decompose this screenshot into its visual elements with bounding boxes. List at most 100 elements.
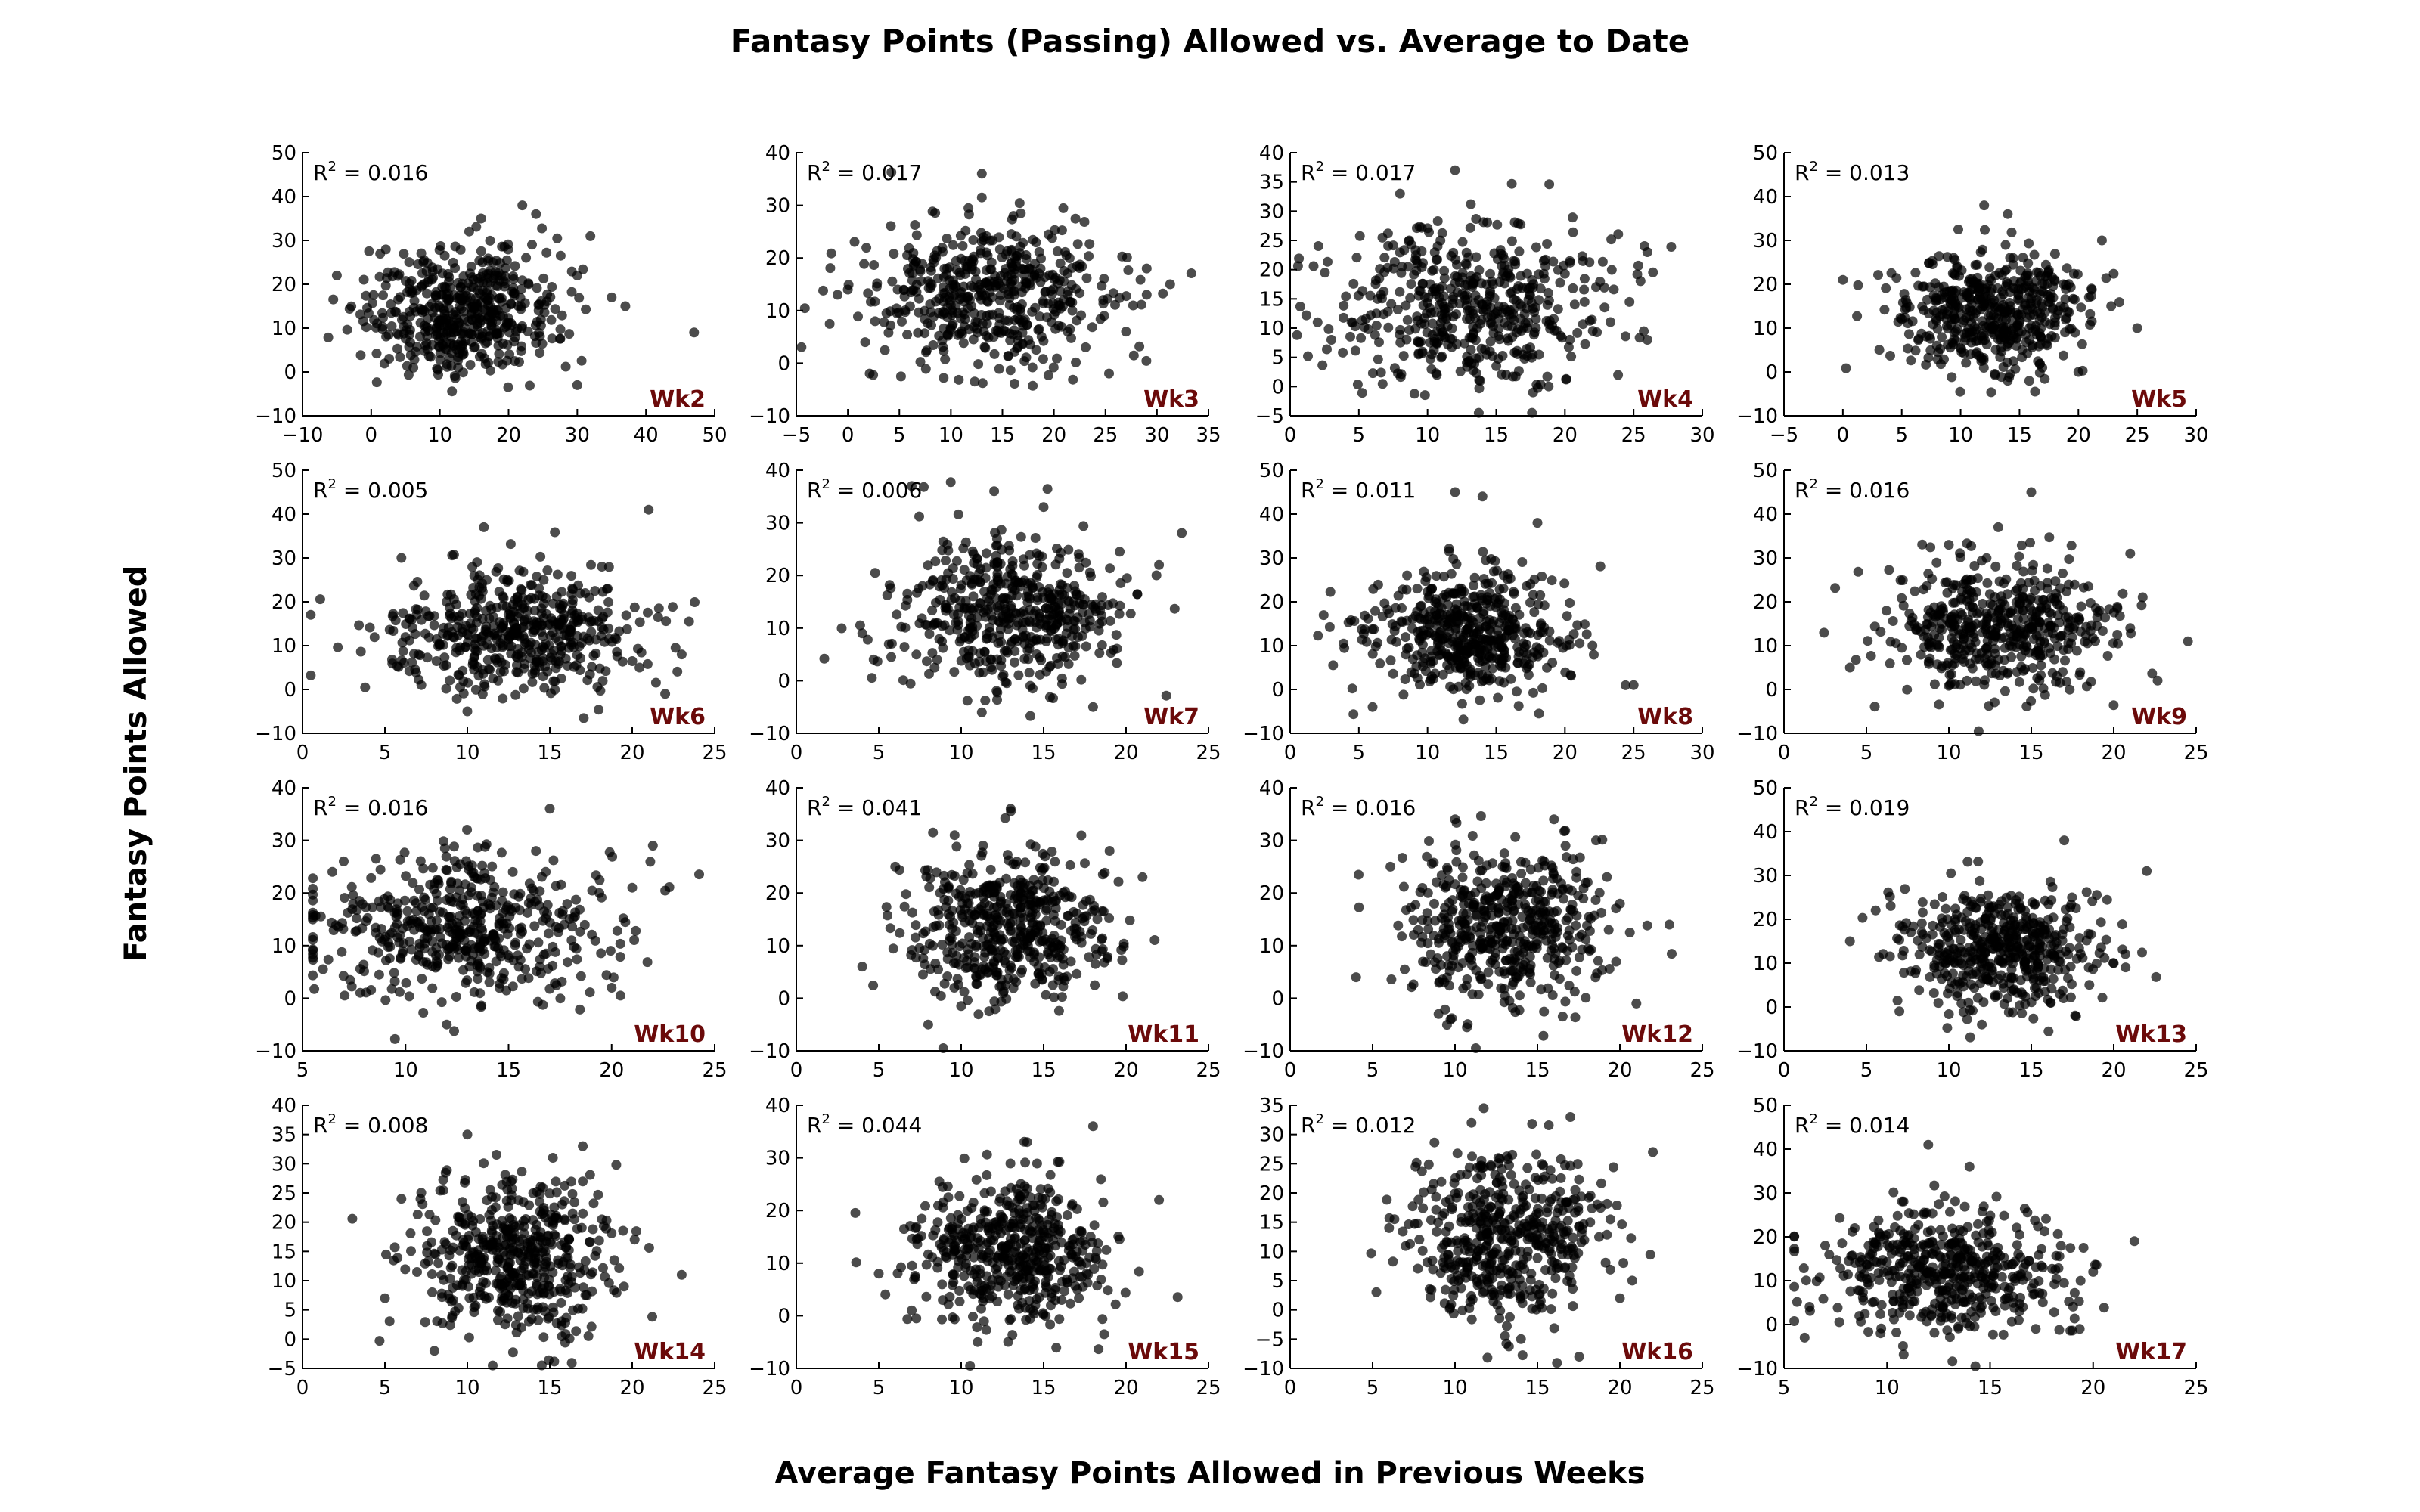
data-point	[684, 616, 694, 627]
data-point	[2017, 352, 2028, 363]
data-point	[1081, 273, 1092, 284]
data-point	[340, 990, 350, 1001]
data-point	[981, 247, 991, 258]
data-point	[1469, 628, 1479, 639]
data-point	[1922, 581, 1932, 591]
data-point	[372, 318, 383, 329]
data-point	[1451, 309, 1462, 320]
data-point	[1446, 569, 1457, 579]
data-point	[411, 342, 422, 352]
data-point	[1913, 280, 1924, 291]
data-point	[474, 277, 485, 287]
data-point	[1395, 287, 1405, 297]
data-point	[443, 954, 454, 965]
data-point	[888, 943, 898, 954]
data-point	[1081, 557, 1091, 568]
data-point	[1047, 317, 1056, 327]
data-point	[1445, 284, 1456, 294]
x-tick-label: 5	[1353, 742, 1366, 764]
data-point	[2030, 386, 2040, 397]
data-point	[660, 689, 671, 699]
data-point	[2035, 331, 2046, 342]
data-point	[417, 268, 427, 278]
data-point	[1885, 351, 1895, 361]
data-point	[1004, 300, 1015, 310]
data-point	[416, 248, 427, 259]
data-point	[1544, 296, 1554, 306]
data-point	[1981, 553, 1992, 563]
x-tick-label: 5	[1353, 424, 1366, 447]
data-point	[1869, 702, 1880, 712]
data-point	[441, 290, 451, 300]
data-point	[615, 938, 625, 949]
data-point	[402, 906, 413, 916]
data-point	[391, 307, 402, 318]
data-point	[1034, 550, 1044, 561]
data-point	[886, 320, 896, 330]
data-point	[930, 556, 941, 567]
data-point	[1454, 681, 1464, 692]
data-point	[921, 347, 931, 358]
data-point	[964, 624, 975, 634]
data-point	[1525, 282, 1536, 293]
x-tick-label: 40	[634, 424, 659, 447]
data-point	[1866, 651, 1876, 661]
data-point	[1141, 263, 1152, 274]
data-point	[433, 875, 443, 886]
data-point	[584, 592, 594, 603]
data-point	[826, 248, 836, 259]
data-point	[1904, 302, 1915, 312]
data-point	[1967, 663, 1978, 674]
data-point	[1923, 656, 1934, 667]
data-point	[1439, 273, 1450, 284]
data-point	[563, 957, 573, 968]
data-point	[1084, 609, 1094, 619]
data-point	[1944, 540, 1954, 550]
data-point	[1087, 702, 1098, 712]
data-point	[1532, 383, 1543, 393]
x-tick-label: 25	[1093, 424, 1118, 447]
data-point	[1929, 679, 1940, 689]
data-point	[898, 675, 908, 686]
data-point	[416, 615, 427, 625]
data-point	[2114, 297, 2124, 308]
data-point	[2132, 323, 2142, 333]
data-point	[1906, 616, 1916, 627]
data-point	[1292, 330, 1302, 340]
data-point	[1038, 354, 1048, 364]
data-point	[550, 527, 560, 538]
x-tick-label: −5	[782, 424, 811, 447]
data-point	[1050, 857, 1060, 867]
data-point	[1942, 321, 1952, 331]
data-point	[1955, 386, 1965, 397]
data-point	[911, 649, 922, 660]
data-point	[1579, 284, 1590, 295]
data-point	[521, 253, 532, 263]
data-point	[1485, 336, 1496, 347]
data-point	[555, 993, 566, 1004]
data-point	[1367, 368, 1378, 379]
data-point	[1953, 225, 1963, 234]
y-tick-label: 10	[765, 618, 790, 640]
y-tick-label: 10	[1259, 635, 1284, 658]
data-point	[1559, 260, 1569, 271]
data-point	[1882, 606, 1891, 616]
data-point	[1349, 616, 1360, 626]
data-point	[994, 280, 1005, 291]
data-point	[458, 367, 468, 378]
data-point	[395, 854, 405, 865]
data-point	[2028, 663, 2038, 673]
data-point	[1486, 653, 1497, 664]
data-point	[401, 871, 411, 881]
data-point	[587, 885, 597, 896]
data-point	[2096, 235, 2107, 246]
data-point	[2024, 238, 2034, 249]
data-point	[1642, 335, 1652, 345]
data-point	[1962, 675, 1972, 686]
data-point	[433, 895, 442, 906]
data-point	[482, 967, 492, 978]
y-tick-label: −5	[1255, 405, 1284, 428]
data-point	[1462, 314, 1472, 324]
data-point	[590, 935, 600, 946]
data-point	[1464, 647, 1475, 657]
